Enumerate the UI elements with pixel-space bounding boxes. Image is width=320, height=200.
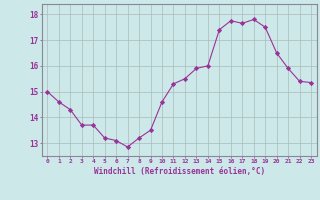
X-axis label: Windchill (Refroidissement éolien,°C): Windchill (Refroidissement éolien,°C)	[94, 167, 265, 176]
